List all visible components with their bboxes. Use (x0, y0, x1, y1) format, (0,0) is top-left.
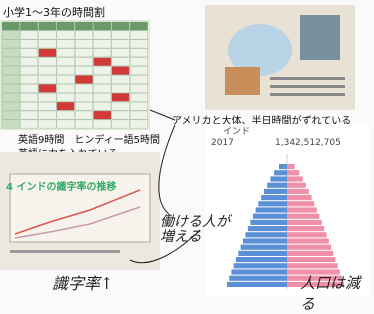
canvas: {"timetable":{"title":"小学1〜3年の時間割"}, "no… (0, 0, 374, 296)
arrows (0, 0, 374, 296)
arrow (159, 125, 175, 215)
handwriting-population: 人口は減る (300, 272, 374, 314)
arrow (150, 110, 175, 120)
handwriting-literacy: 識字率↑ (52, 270, 113, 294)
handwriting-workers: 働ける人が増える (160, 215, 230, 245)
